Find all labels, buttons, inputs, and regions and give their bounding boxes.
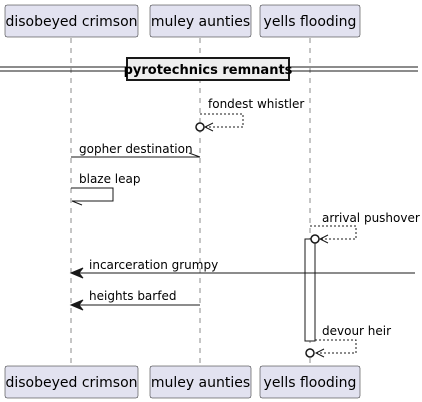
participant-yells-flooding-top: yells flooding bbox=[259, 4, 361, 38]
participant-label: yells flooding bbox=[264, 375, 357, 391]
arrowhead-filled-icon bbox=[69, 299, 84, 311]
participant-disobeyed-crimson-top: disobeyed crimson bbox=[4, 4, 139, 38]
message-label: devour heir bbox=[322, 324, 391, 338]
lost-message-circle-icon bbox=[305, 348, 315, 358]
message-heights-barfed: heights barfed bbox=[69, 289, 200, 311]
arrowhead-half-icon bbox=[188, 152, 201, 158]
message-devour-heir: devour heir bbox=[305, 324, 391, 358]
arrowhead-half-icon bbox=[71, 200, 83, 206]
message-label: fondest whistler bbox=[208, 97, 304, 111]
message-label: arrival pushover bbox=[322, 211, 420, 225]
participant-label: disobeyed crimson bbox=[5, 14, 137, 30]
message-label: blaze leap bbox=[79, 172, 141, 186]
participant-yells-flooding-bottom: yells flooding bbox=[259, 365, 361, 399]
section-divider: pyrotechnics remnants bbox=[0, 57, 418, 81]
message-arrival-pushover: arrival pushover bbox=[310, 211, 420, 244]
participant-label: muley aunties bbox=[151, 14, 250, 30]
participant-disobeyed-crimson-bottom: disobeyed crimson bbox=[4, 365, 139, 399]
section-title: pyrotechnics remnants bbox=[124, 63, 293, 78]
participant-muley-aunties-top: muley aunties bbox=[149, 4, 252, 38]
participant-label: muley aunties bbox=[151, 375, 250, 391]
message-label: heights barfed bbox=[89, 289, 176, 303]
arrowhead-open-icon bbox=[318, 234, 329, 244]
message-label: gopher destination bbox=[79, 142, 193, 156]
message-fondest-whistler: fondest whistler bbox=[195, 97, 304, 132]
message-label: incarceration grumpy bbox=[89, 258, 218, 272]
lost-message-circle-icon bbox=[195, 122, 205, 132]
message-gopher-destination: gopher destination bbox=[71, 142, 201, 158]
arrowhead-open-icon bbox=[203, 122, 214, 132]
message-incarceration-grumpy: incarceration grumpy bbox=[69, 258, 415, 279]
participant-label: yells flooding bbox=[264, 14, 357, 30]
participant-muley-aunties-bottom: muley aunties bbox=[149, 365, 252, 399]
arrowhead-open-icon bbox=[314, 348, 325, 358]
participant-label: disobeyed crimson bbox=[5, 375, 137, 391]
lost-message-circle-icon bbox=[310, 234, 320, 244]
activation-bar bbox=[304, 238, 316, 342]
message-blaze-leap: blaze leap bbox=[71, 172, 141, 206]
arrowhead-filled-icon bbox=[69, 267, 84, 279]
